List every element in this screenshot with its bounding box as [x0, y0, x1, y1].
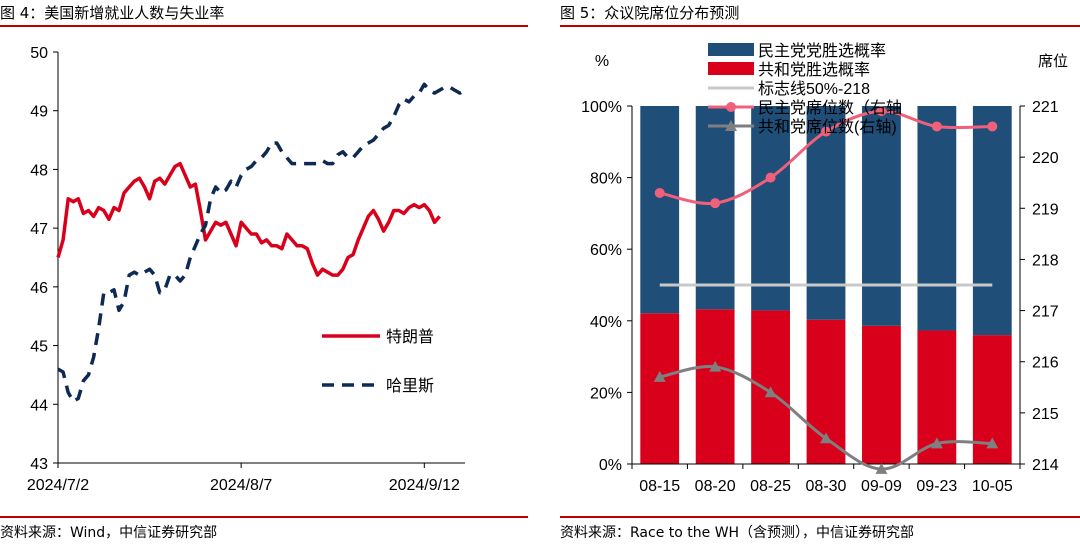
left-tick-label: 40%	[590, 314, 622, 331]
figure-5-source: 资料来源：Race to the WH（含预测），中信证券研究部	[560, 525, 915, 541]
x-tick-label: 2024/8/7	[210, 477, 272, 494]
right-tick-label: 218	[1032, 252, 1059, 269]
bar-democrat	[806, 106, 846, 320]
left-tick-label: 60%	[590, 242, 622, 259]
series-line-1	[56, 161, 441, 277]
polling-line-chart: 43 44 45 46 47 48 49 50 2024/7/2 2024/8/7 2024/9/1…	[27, 45, 466, 494]
rep-seats-marker	[653, 371, 666, 382]
legend-swatch-2	[708, 62, 754, 75]
legend-label-1: 特朗普	[386, 328, 434, 346]
x-tick-label: 09-09	[861, 478, 902, 495]
rep-seats-marker	[875, 463, 888, 474]
dem-seats-marker	[931, 121, 942, 132]
legend-label-5: 共和党席位数(右轴)	[758, 118, 897, 136]
legend-label-1: 民主党党胜选概率	[758, 42, 886, 60]
dem-seats-marker	[821, 126, 831, 137]
dem-seats-marker	[987, 121, 998, 132]
left-figure-panel: 图 4：美国新增就业人数与失业率 43 44 45 46 47 48 49 50 2024/7/…	[0, 0, 528, 549]
bar-republican	[640, 313, 680, 464]
y-tick-label: 46	[30, 280, 48, 297]
figure-4-source: 资料来源：Wind，中信证券研究部	[0, 525, 218, 541]
y-tick-label: 47	[30, 221, 48, 238]
x-tick-label: 08-30	[806, 478, 847, 495]
bar-democrat	[917, 106, 957, 331]
y-tick-label: 43	[30, 456, 48, 473]
left-tick-label: 80%	[590, 171, 622, 188]
rep-seats-marker	[986, 437, 999, 449]
legend-marker-4	[726, 102, 736, 112]
x-tick-label: 08-25	[750, 478, 791, 495]
rep-seats-marker	[764, 386, 777, 398]
bar-democrat	[640, 106, 680, 314]
x-tick-label: 09-23	[916, 478, 957, 495]
rep-seats-marker	[709, 360, 722, 372]
legend-label-2: 共和党胜选概率	[758, 61, 870, 79]
y-tick-label: 45	[30, 339, 48, 356]
figure-4-title: 图 4：美国新增就业人数与失业率	[0, 4, 225, 22]
figure-5-title: 图 5：众议院席位分布预测	[560, 4, 740, 22]
dem-seats-marker	[765, 172, 776, 183]
right-tick-label: 214	[1032, 457, 1059, 474]
right-axis-unit: 席位	[1038, 53, 1068, 70]
right-tick-label: 219	[1032, 201, 1059, 218]
x-tick-label: 10-05	[972, 478, 1013, 495]
y-tick-label: 50	[30, 45, 48, 62]
legend-label-3: 标志线50%-218	[758, 80, 870, 98]
x-tick-label: 08-15	[639, 478, 680, 495]
bar-democrat	[862, 106, 901, 326]
source-rule	[0, 516, 528, 518]
source-rule	[560, 516, 1080, 518]
bar-republican	[862, 325, 901, 464]
x-tick-label: 2024/7/2	[27, 477, 89, 494]
right-tick-label: 215	[1032, 406, 1059, 423]
bar-democrat	[972, 106, 1012, 336]
dem-seats-marker	[876, 106, 887, 117]
right-tick-label: 221	[1032, 99, 1059, 116]
left-tick-label: 0%	[599, 457, 622, 474]
left-tick-label: 100%	[581, 99, 622, 116]
legend-swatch-1	[708, 43, 754, 56]
y-tick-label: 49	[30, 104, 48, 121]
left-axis-unit: %	[595, 53, 609, 70]
x-tick-label: 2024/9/12	[389, 477, 460, 494]
bar-republican	[695, 309, 735, 464]
legend-marker-5	[725, 120, 737, 131]
y-tick-label: 48	[30, 162, 48, 179]
title-underline	[0, 25, 528, 27]
right-tick-label: 216	[1032, 355, 1059, 372]
legend-label-2: 哈里斯	[386, 377, 434, 395]
legend-label-4: 民主党席位数（右轴	[758, 99, 902, 117]
series-line-2	[57, 82, 466, 404]
right-tick-label: 220	[1032, 150, 1059, 167]
title-underline	[560, 25, 1080, 27]
house-seats-chart: 0% 20% 40% 60% 80% 100% 214 215 216 217 218 219 220 2…	[581, 42, 1068, 495]
rep-seats-marker	[820, 432, 832, 444]
bar-democrat	[751, 106, 790, 311]
right-tick-label: 217	[1032, 304, 1059, 321]
dem-seats-marker	[710, 198, 721, 209]
y-tick-label: 44	[30, 397, 48, 414]
right-figure-panel: 图 5：众议院席位分布预测 0% 20% 40% 60% 80% 100% 214 215 21…	[560, 0, 1080, 549]
dem-seats-marker	[654, 187, 665, 198]
left-tick-label: 20%	[590, 385, 622, 402]
x-tick-label: 08-20	[695, 478, 736, 495]
rep-seats-marker	[930, 437, 943, 449]
